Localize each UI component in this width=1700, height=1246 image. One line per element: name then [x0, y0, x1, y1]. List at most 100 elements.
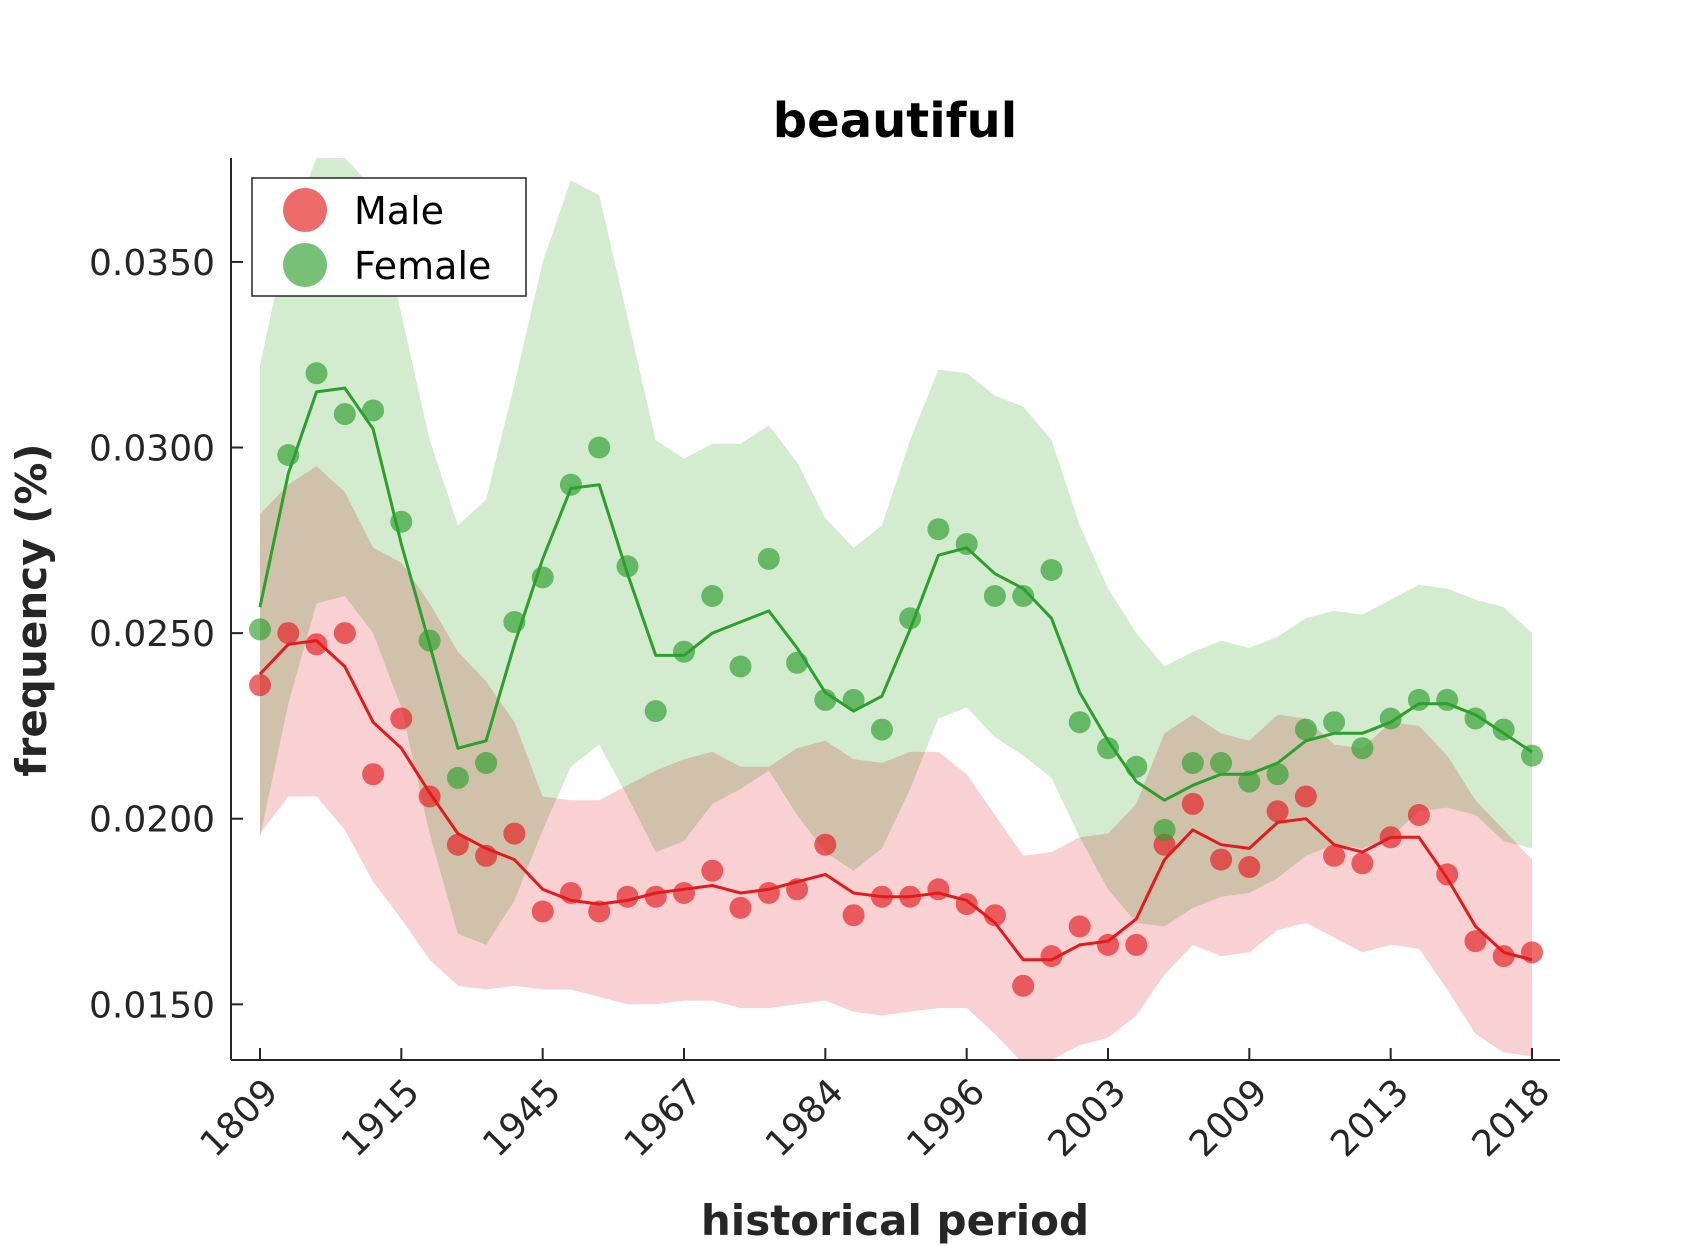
axes: [230, 158, 1560, 1061]
x-tick-label: 1915: [334, 1071, 428, 1165]
point-female-10: [531, 566, 554, 589]
point-male-0: [249, 674, 271, 697]
x-tick-label: 2003: [1041, 1071, 1135, 1165]
point-male-21: [842, 904, 865, 927]
point-female-16: [701, 585, 724, 607]
point-female-41: [1407, 688, 1430, 711]
x-tick-label: 1945: [475, 1071, 569, 1165]
point-male-38: [1323, 844, 1346, 867]
point-male-30: [1097, 933, 1119, 956]
point-male-42: [1436, 863, 1459, 886]
point-female-22: [870, 718, 893, 741]
point-male-6: [418, 785, 441, 808]
y-tick-label: 0.0200: [89, 800, 215, 841]
point-male-29: [1068, 915, 1091, 938]
point-female-25: [955, 533, 978, 555]
point-female-26: [983, 585, 1006, 607]
point-female-1: [277, 444, 300, 466]
confidence-bands: [260, 158, 1532, 1060]
point-female-12: [588, 436, 611, 459]
y-tick-label: 0.0250: [89, 614, 215, 655]
point-female-39: [1351, 737, 1374, 760]
point-male-3: [333, 622, 356, 645]
point-male-45: [1521, 941, 1543, 964]
data-points: [249, 362, 1543, 997]
x-tick-label: 2018: [1465, 1071, 1559, 1165]
legend-marker-female: [283, 243, 327, 287]
point-male-19: [786, 878, 809, 901]
legend-label-female: Female: [354, 244, 491, 288]
point-female-3: [333, 403, 356, 426]
chart-title: beautiful: [773, 93, 1017, 149]
y-tick-label: 0.0150: [89, 985, 215, 1026]
legend-label-male: Male: [354, 189, 444, 233]
point-male-10: [531, 900, 554, 923]
point-male-16: [701, 859, 724, 882]
trend-lines: [258, 386, 1533, 962]
x-tick-label: 2013: [1323, 1071, 1417, 1165]
trend-line-male: [258, 639, 1533, 962]
point-male-9: [503, 822, 526, 845]
band-female: [260, 158, 1532, 945]
point-male-43: [1464, 930, 1487, 953]
point-female-45: [1521, 744, 1543, 767]
point-female-7: [446, 766, 469, 789]
point-male-15: [673, 882, 695, 904]
point-female-43: [1464, 707, 1487, 730]
point-male-18: [757, 882, 780, 904]
point-female-35: [1238, 770, 1261, 793]
point-female-9: [503, 611, 526, 633]
point-female-31: [1125, 755, 1148, 778]
point-female-21: [842, 688, 865, 711]
point-female-13: [616, 555, 639, 578]
point-female-11: [559, 473, 582, 496]
point-male-33: [1181, 792, 1204, 815]
point-female-36: [1266, 763, 1289, 786]
point-female-40: [1379, 707, 1402, 730]
point-female-24: [927, 518, 950, 541]
point-male-36: [1266, 800, 1289, 823]
y-axis-label: frequency (%): [7, 443, 56, 776]
point-male-7: [446, 833, 469, 856]
point-male-39: [1351, 852, 1374, 875]
point-female-33: [1181, 752, 1204, 774]
point-female-5: [390, 510, 413, 533]
point-male-35: [1238, 856, 1261, 878]
point-female-30: [1097, 737, 1119, 760]
point-female-27: [1012, 585, 1035, 607]
point-male-37: [1294, 785, 1317, 808]
point-female-44: [1492, 718, 1515, 741]
x-tick-label: 2009: [1182, 1071, 1276, 1165]
legend-marker-male: [283, 188, 327, 232]
point-male-40: [1379, 826, 1402, 849]
point-male-12: [588, 900, 611, 923]
point-male-27: [1012, 974, 1035, 997]
point-male-44: [1492, 945, 1515, 968]
point-male-22: [870, 885, 893, 908]
point-female-17: [729, 655, 752, 678]
y-ticks: 0.0150 0.0200 0.0250 0.0300 0.0350: [89, 243, 243, 1026]
point-female-4: [362, 399, 385, 422]
point-female-23: [899, 607, 922, 630]
point-female-28: [1040, 559, 1063, 581]
legend: Male Female: [251, 177, 527, 297]
point-male-20: [814, 833, 837, 856]
x-tick-label: 1984: [758, 1071, 852, 1165]
y-tick-label: 0.0350: [89, 243, 215, 284]
point-male-13: [616, 885, 639, 908]
point-female-15: [673, 640, 695, 663]
point-female-42: [1436, 688, 1459, 711]
x-axis-label: historical period: [701, 1196, 1089, 1245]
point-male-5: [390, 707, 413, 730]
point-female-34: [1210, 752, 1233, 774]
trend-line-female: [258, 386, 1533, 802]
y-tick-label: 0.0300: [89, 429, 215, 470]
x-tick-label: 1967: [617, 1071, 711, 1165]
point-male-25: [955, 893, 978, 916]
point-female-14: [644, 700, 667, 723]
plot-area: [249, 158, 1543, 1060]
point-female-37: [1294, 718, 1317, 741]
point-female-29: [1068, 711, 1091, 734]
point-female-18: [757, 547, 780, 570]
